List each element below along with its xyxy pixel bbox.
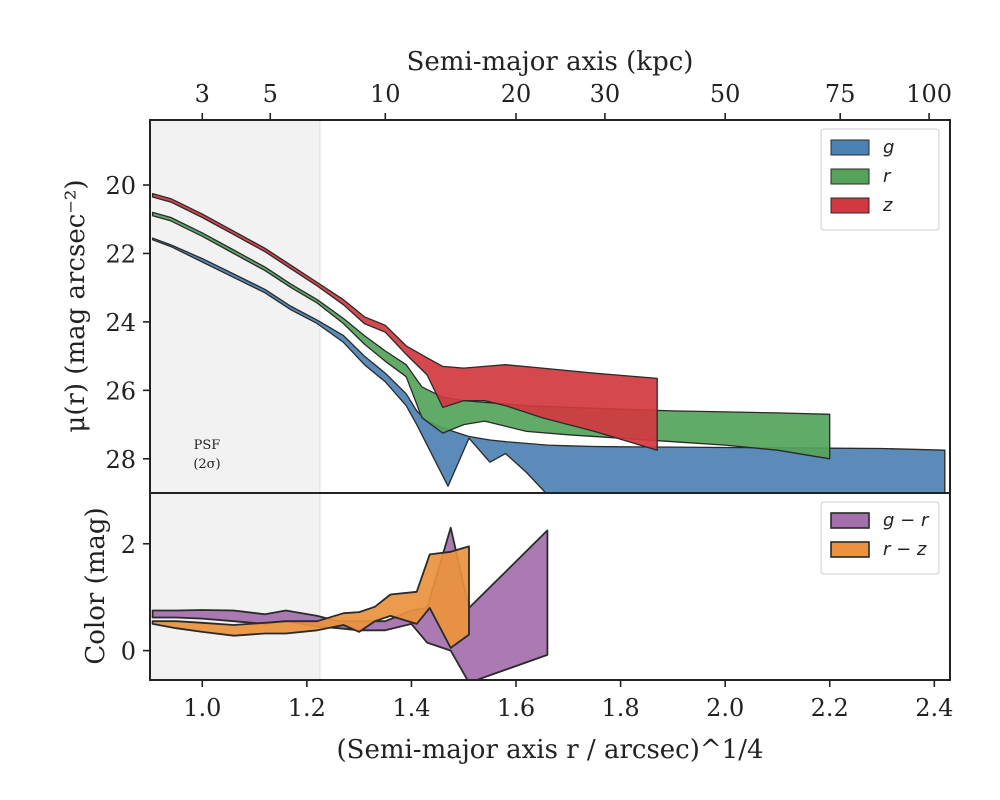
legend-label: r − z xyxy=(883,539,927,560)
y-tick-label: 20 xyxy=(105,172,136,200)
y-tick-label: 24 xyxy=(105,309,136,337)
psf-annotation-line2: (2σ) xyxy=(193,457,220,472)
top-x-tick-label: 10 xyxy=(370,80,401,108)
series-band-mu-0 xyxy=(151,237,946,493)
x-tick-label: 1.4 xyxy=(392,694,430,722)
series-band-color-1 xyxy=(151,545,470,649)
y-axis-label-top: μ(r) (mag arcsec⁻²) xyxy=(61,179,91,432)
y-tick-label: 0 xyxy=(121,638,136,666)
psf-region xyxy=(150,120,320,493)
top-x-tick-label: 75 xyxy=(825,80,856,108)
x-tick-label: 2.2 xyxy=(811,694,849,722)
legend-label: r xyxy=(883,166,892,187)
legend-swatch xyxy=(830,512,870,529)
y-axis-label-bottom: Color (mag) xyxy=(81,507,111,664)
legend-swatch xyxy=(830,168,870,185)
bottom-panel-series xyxy=(151,526,549,680)
series-band-mu-1 xyxy=(151,211,831,460)
x-tick-label: 2.4 xyxy=(915,694,953,722)
x-tick-label: 1.0 xyxy=(183,694,221,722)
legend-label: z xyxy=(882,195,893,216)
psf-annotation-line1: PSF xyxy=(194,438,221,453)
top-x-tick-label: 100 xyxy=(906,80,952,108)
top-x-tick-label: 20 xyxy=(501,80,532,108)
legend-swatch xyxy=(830,197,870,214)
x-tick-label: 1.6 xyxy=(497,694,535,722)
surface-brightness-panel: 20 22 24 26 28 grz 3 5 10 20 30 50 75 100 PSF (2σ) xyxy=(105,80,952,494)
x-tick-label: 1.2 xyxy=(288,694,326,722)
x-tick-label: 2.0 xyxy=(706,694,744,722)
y-tick-label: 22 xyxy=(105,240,136,268)
legend-swatch xyxy=(830,139,870,156)
psf-region xyxy=(150,493,320,680)
y-tick-label: 2 xyxy=(121,531,136,559)
series-band-mu-2 xyxy=(151,192,658,451)
color-panel: 0 2 g − r r − z 1.0 1.2 1.4 1.6 1.8 2.0 2.2 2.4 xyxy=(121,492,953,722)
legend-label: g xyxy=(883,137,894,158)
top-x-tick-label: 3 xyxy=(195,80,210,108)
top-x-tick-label: 30 xyxy=(590,80,621,108)
y-tick-label: 28 xyxy=(105,446,136,474)
x-axis-label: (Semi-major axis r / arcsec)^1/4 xyxy=(336,735,763,765)
legend-label: g − r xyxy=(883,510,930,531)
top-x-tick-label: 50 xyxy=(710,80,741,108)
bottom-panel-frame xyxy=(149,492,951,681)
x-tick-label: 1.8 xyxy=(602,694,640,722)
top-panel-series xyxy=(151,192,946,493)
top-axis-label: Semi-major axis (kpc) xyxy=(407,47,694,77)
top-x-tick-label: 5 xyxy=(263,80,278,108)
legend-swatch xyxy=(830,541,870,558)
y-tick-label: 26 xyxy=(105,377,136,405)
